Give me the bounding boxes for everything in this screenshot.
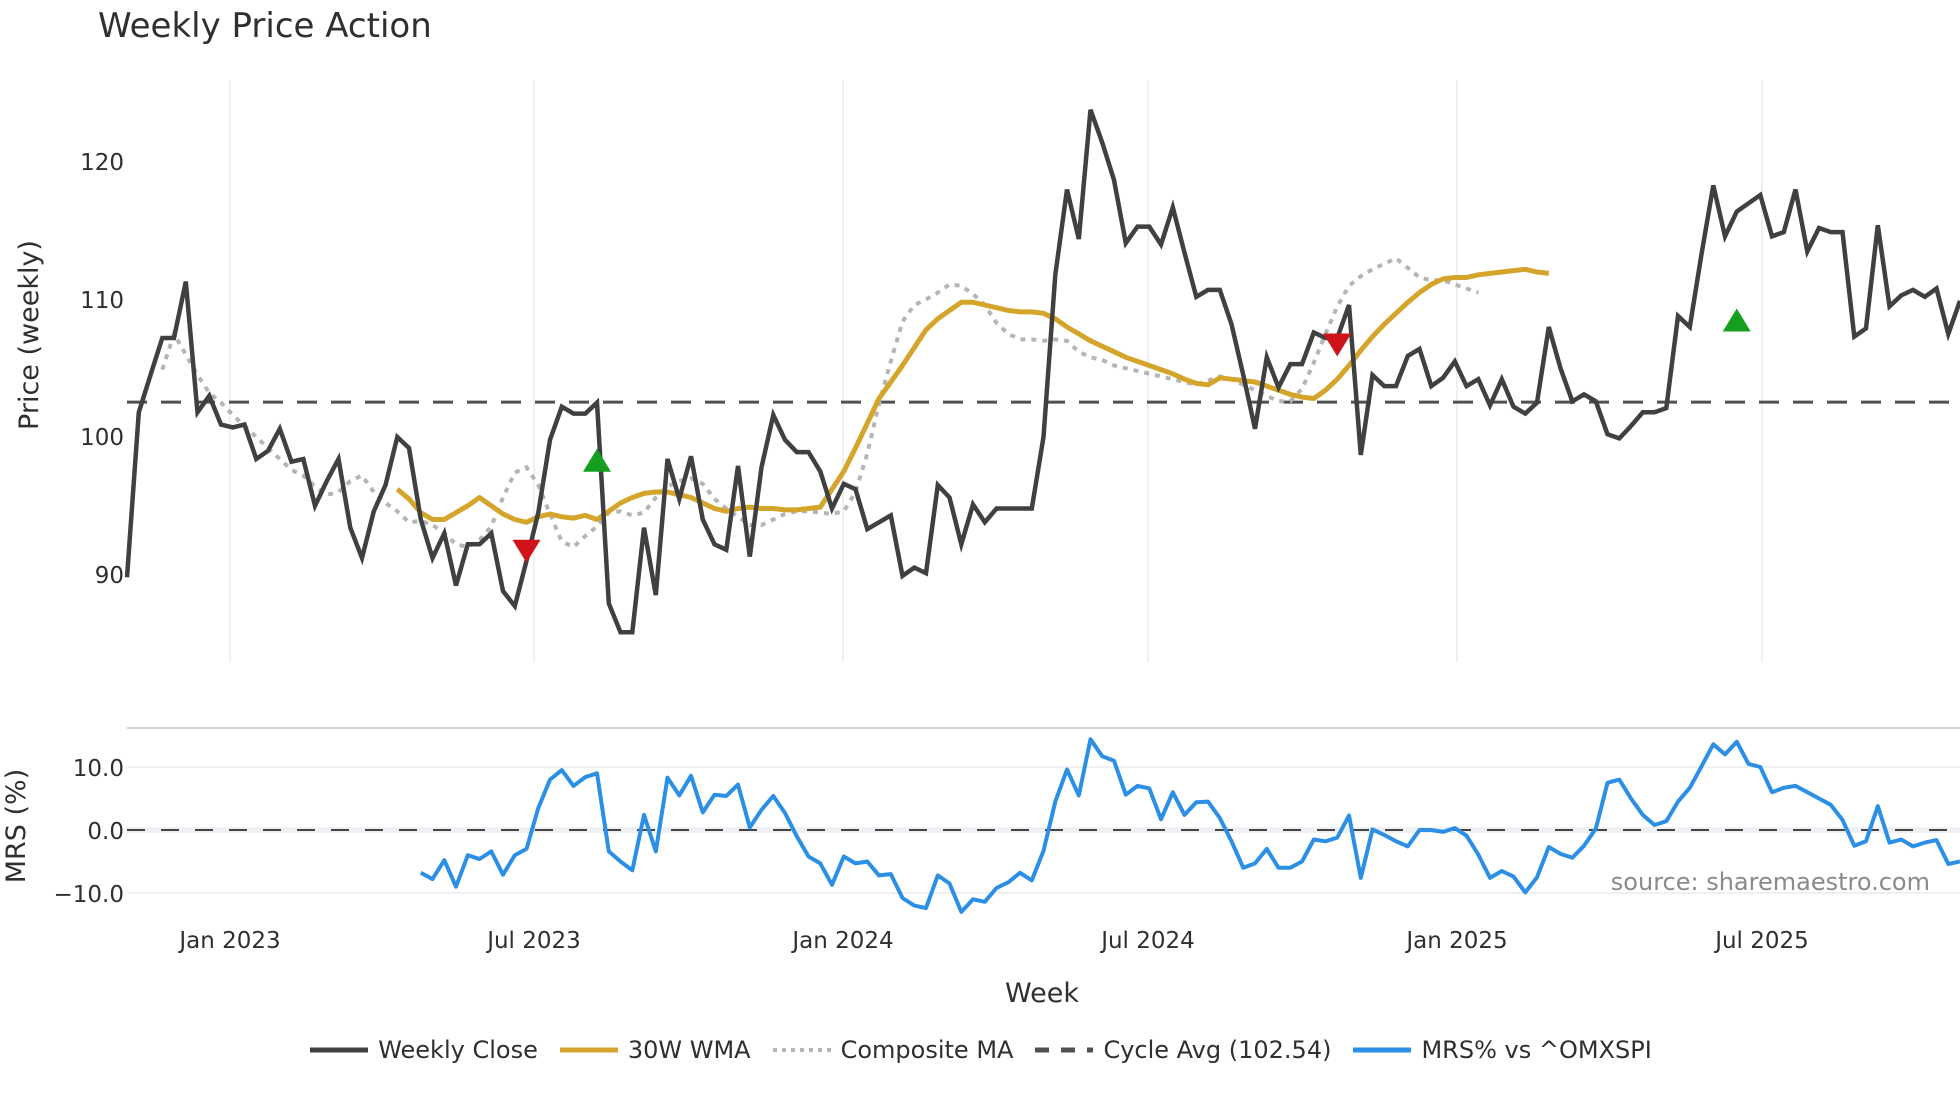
mrs-tick-neg10: −10.0 [54, 882, 124, 908]
x-tick-label: Jan 2025 [1404, 928, 1507, 954]
mrs-tick-10: 10.0 [73, 756, 124, 782]
legend-swatch-icon [310, 1047, 369, 1053]
mrs-tick-0: 0.0 [87, 819, 124, 845]
weekly-close-line [124, 109, 1960, 635]
legend-swatch-icon [559, 1047, 618, 1053]
buy-signal-triangle-icon [1722, 308, 1751, 332]
x-axis-ticks: Jan 2023 Jul 2023 Jan 2024 Jul 2024 Jan 2025… [177, 928, 1808, 954]
wma-line [395, 266, 1550, 525]
source-note: source: sharemaestro.com [1611, 868, 1930, 896]
x-tick-label: Jan 2024 [790, 928, 893, 954]
signal-markers [512, 308, 1751, 563]
legend-item[interactable]: Cycle Avg (102.54) [1033, 1036, 1331, 1064]
sell-signal-triangle-icon [1323, 333, 1352, 357]
chart-title: Weekly Price Action [98, 6, 432, 46]
legend-label: Cycle Avg (102.54) [1103, 1036, 1332, 1064]
mrs-line [419, 737, 1960, 914]
legend-item[interactable]: Composite MA [771, 1036, 1014, 1064]
legend-label: Composite MA [840, 1036, 1014, 1064]
x-tick-label: Jul 2025 [1713, 928, 1809, 954]
x-tick-label: Jul 2023 [485, 928, 581, 954]
price-tick-120: 120 [80, 150, 124, 176]
x-tick-label: Jul 2024 [1099, 928, 1195, 954]
legend-item[interactable]: 30W WMA [558, 1036, 751, 1064]
price-axis-label: Price (weekly) [14, 240, 45, 430]
x-axis-label: Week [1005, 978, 1079, 1009]
price-tick-90: 90 [95, 563, 124, 589]
legend-swatch-icon [1353, 1047, 1412, 1053]
legend-label: 30W WMA [627, 1036, 751, 1064]
mrs-axis-label: MRS (%) [1, 769, 32, 884]
x-tick-label: Jan 2023 [177, 928, 280, 954]
legend-label: Weekly Close [378, 1036, 538, 1064]
legend-label: MRS% vs ^OMXSPI [1421, 1036, 1652, 1064]
legend-item[interactable]: MRS% vs ^OMXSPI [1351, 1036, 1652, 1064]
price-tick-100: 100 [80, 425, 124, 451]
legend: Weekly Close 30W WMA Composite MA Cycle Avg… [0, 1036, 1960, 1064]
buy-signal-triangle-icon [583, 448, 611, 472]
legend-swatch-icon [1035, 1047, 1094, 1053]
legend-swatch-icon [772, 1048, 831, 1052]
sell-signal-triangle-icon [512, 539, 541, 563]
legend-item[interactable]: Weekly Close [308, 1036, 538, 1064]
price-tick-110: 110 [80, 288, 124, 314]
vertical-gridlines [229, 80, 1763, 662]
